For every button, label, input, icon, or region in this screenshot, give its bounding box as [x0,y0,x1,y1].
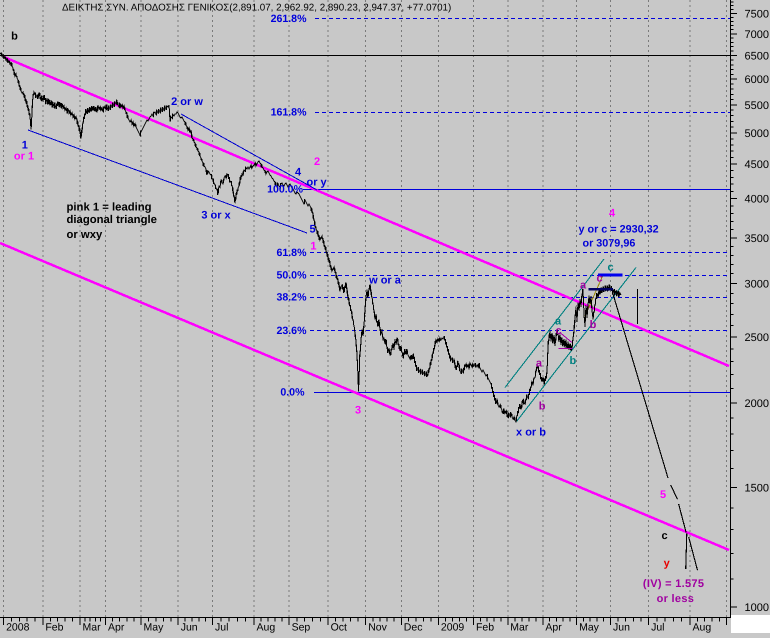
svg-text:Nov: Nov [368,622,387,634]
svg-text:May: May [144,622,165,634]
svg-text:x or b: x or b [516,427,546,439]
svg-text:y or c = 2930,32: y or c = 2930,32 [579,224,659,236]
svg-text:2500: 2500 [745,332,769,344]
svg-text:c: c [555,325,561,337]
svg-text:b: b [570,355,577,367]
svg-text:5: 5 [660,489,666,501]
svg-text:7000: 7000 [745,29,769,41]
svg-text:4000: 4000 [745,194,769,206]
svg-text:4: 4 [609,208,616,220]
svg-text:Aug: Aug [257,622,276,634]
svg-text:c: c [596,273,602,285]
svg-text:161.8%: 161.8% [271,107,308,119]
svg-text:5000: 5000 [745,128,769,140]
svg-text:Feb: Feb [476,622,494,634]
svg-text:1000: 1000 [745,602,769,614]
svg-text:May: May [579,622,600,634]
svg-text:Apr: Apr [545,622,562,634]
svg-text:or less: or less [657,593,695,605]
svg-text:diagonal triangle: diagonal triangle [67,214,157,226]
svg-text:Feb: Feb [45,622,63,634]
svg-text:Jul: Jul [651,622,664,634]
svg-text:a: a [555,315,562,327]
svg-text:6500: 6500 [745,51,769,63]
svg-text:3: 3 [355,405,361,417]
svg-text:6000: 6000 [745,74,769,86]
svg-text:38.2%: 38.2% [276,292,307,304]
svg-text:Sep: Sep [292,622,311,634]
svg-text:2: 2 [314,156,320,168]
svg-text:or 3079,96: or 3079,96 [583,238,636,250]
svg-text:2000: 2000 [745,398,769,410]
svg-text:Oct: Oct [331,622,347,634]
svg-text:Dec: Dec [404,622,423,634]
svg-text:ΔΕΙΚΤΗΣ ΣΥΝ. ΑΠΟΔΟΣΗΣ ΓΕΝΙΚΟΣ(: ΔΕΙΚΤΗΣ ΣΥΝ. ΑΠΟΔΟΣΗΣ ΓΕΝΙΚΟΣ(2,891.07, … [62,3,451,14]
svg-text:Jun: Jun [181,622,198,634]
svg-text:100.0%: 100.0% [267,184,304,196]
svg-text:Jun: Jun [613,622,630,634]
svg-text:y: y [664,558,671,570]
svg-text:5500: 5500 [745,100,769,112]
svg-text:4: 4 [295,167,302,179]
svg-text:pink 1 = leading: pink 1 = leading [67,202,152,214]
svg-text:or y: or y [307,176,328,188]
svg-text:or wxy: or wxy [67,229,104,241]
svg-text:2009: 2009 [441,622,465,634]
svg-text:0.0%: 0.0% [280,387,305,399]
svg-text:50.0%: 50.0% [276,270,307,282]
svg-text:261.8%: 261.8% [271,13,308,25]
svg-text:23.6%: 23.6% [276,325,307,337]
svg-text:3000: 3000 [745,278,769,290]
svg-text:(IV) = 1.575: (IV) = 1.575 [643,578,704,590]
svg-text:Mar: Mar [510,622,529,634]
svg-text:c: c [607,262,613,274]
svg-text:Aug: Aug [693,622,712,634]
svg-text:61.8%: 61.8% [276,247,307,259]
svg-text:7500: 7500 [745,8,769,20]
svg-text:1: 1 [22,140,28,152]
svg-text:1: 1 [310,240,316,252]
svg-text:3500: 3500 [745,233,769,245]
svg-text:w or a: w or a [368,274,402,286]
svg-text:a: a [580,280,587,292]
svg-text:b: b [11,31,18,43]
svg-text:5: 5 [310,223,316,235]
svg-text:Apr: Apr [108,622,125,634]
svg-text:or 1: or 1 [14,151,34,163]
svg-text:Jul: Jul [215,622,228,634]
svg-text:c: c [661,530,667,542]
svg-text:Mar: Mar [83,622,102,634]
svg-text:2 or w: 2 or w [171,96,203,108]
svg-text:a: a [536,357,543,369]
svg-text:b: b [590,319,597,331]
svg-text:b: b [539,400,546,412]
svg-text:4500: 4500 [745,159,769,171]
svg-text:2008: 2008 [6,622,30,634]
svg-text:1500: 1500 [745,483,769,495]
svg-text:3 or x: 3 or x [201,210,231,222]
